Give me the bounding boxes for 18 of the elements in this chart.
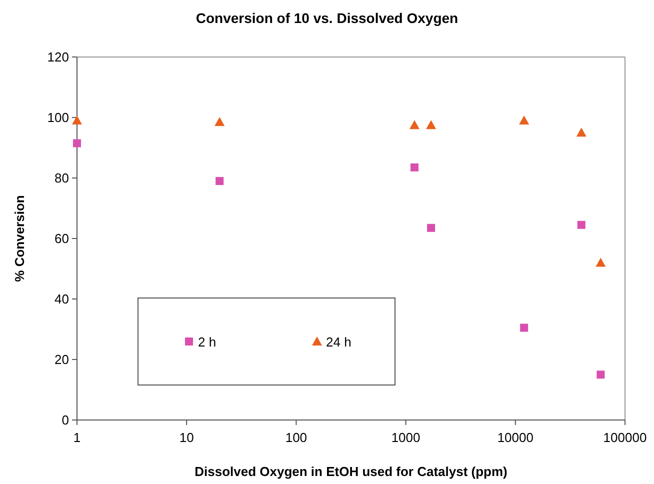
y-tick-label: 20	[54, 352, 69, 367]
y-axis-title: % Conversion	[12, 195, 27, 282]
y-tick-label: 80	[54, 170, 69, 186]
y-tick-label: 60	[54, 231, 69, 246]
x-axis-title: Dissolved Oxygen in EtOH used for Catalyst (ppm)	[194, 464, 508, 479]
y-tick-label: 120	[47, 50, 69, 64]
y-tick-label: 0	[62, 412, 69, 428]
legend-label: 2 h	[198, 334, 216, 350]
x-tick-label: 100	[285, 430, 308, 445]
y-tick-label: 40	[54, 292, 69, 306]
x-tick-label: 1000	[391, 430, 420, 445]
x-tick-label: 10000	[497, 430, 534, 445]
x-tick-label: 1	[73, 430, 81, 445]
x-tick-label: 10	[179, 430, 194, 445]
y-tick-label: 100	[47, 110, 69, 125]
chart-title: Conversion of 10 vs. Dissolved Oxygen	[196, 10, 458, 26]
legend-label: 24 h	[326, 334, 352, 350]
x-tick-label: 100000	[603, 430, 647, 445]
